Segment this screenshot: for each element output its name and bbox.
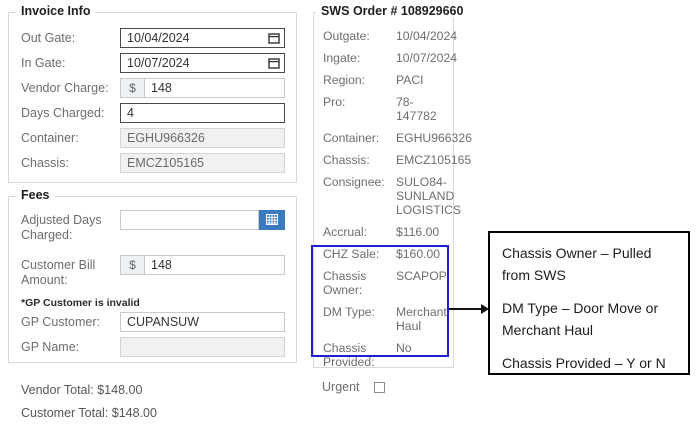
sws-value: 78-147782 bbox=[396, 95, 437, 123]
days-charged-row: Days Charged: bbox=[21, 103, 285, 123]
sws-label: Accrual: bbox=[323, 225, 368, 239]
adjusted-days-label: Adjusted Days Charged: bbox=[21, 213, 102, 242]
sws-label: Chassis Owner: bbox=[323, 269, 367, 297]
table-grid-icon bbox=[266, 213, 278, 228]
sws-value: PACI bbox=[396, 73, 424, 87]
in-gate-input[interactable] bbox=[120, 53, 285, 73]
sws-label: Pro: bbox=[323, 95, 346, 109]
fees-title: Fees bbox=[16, 188, 55, 202]
chassis-label: Chassis: bbox=[21, 156, 69, 170]
sws-row-dm-type: DM Type: Merchant Haul bbox=[323, 305, 447, 333]
sws-value: EGHU966326 bbox=[396, 131, 472, 145]
in-gate-row: In Gate: bbox=[21, 53, 285, 73]
customer-bill-input[interactable] bbox=[144, 255, 285, 275]
sws-label: Container: bbox=[323, 131, 380, 145]
callout-line-dm-type: DM Type – Door Move or Merchant Haul bbox=[502, 300, 659, 338]
gp-customer-invalid-warning: *GP Customer is invalid bbox=[21, 297, 140, 309]
sws-label: Chassis Provided: bbox=[323, 341, 375, 369]
in-gate-label: In Gate: bbox=[21, 56, 66, 70]
sws-value: $116.00 bbox=[396, 225, 440, 239]
sws-label: Region: bbox=[323, 73, 366, 87]
vendor-charge-input[interactable] bbox=[144, 78, 285, 98]
adjusted-days-row: Adjusted Days Charged: bbox=[21, 210, 285, 243]
urgent-checkbox[interactable] bbox=[374, 382, 385, 393]
adjusted-days-input[interactable] bbox=[120, 210, 259, 230]
sws-label: CHZ Sale: bbox=[323, 247, 380, 261]
gp-name-row: GP Name: bbox=[21, 337, 285, 357]
sws-row-accrual: Accrual: $116.00 bbox=[323, 225, 447, 239]
sws-row-region: Region: PACI bbox=[323, 73, 447, 87]
annotation-callout: Chassis Owner – Pulled from SWS DM Type … bbox=[488, 231, 690, 375]
customer-bill-row: Customer Bill Amount: $ bbox=[21, 255, 285, 288]
sws-label: Ingate: bbox=[323, 51, 361, 65]
fees-section: Fees Adjusted Days Charged: Customer Bil… bbox=[8, 188, 297, 363]
sws-value: 10/04/2024 bbox=[396, 29, 457, 43]
sws-label: Consignee: bbox=[323, 175, 385, 189]
callout-line-chassis-provided: Chassis Provided – Y or N bbox=[502, 355, 666, 371]
currency-prefix: $ bbox=[120, 78, 144, 98]
container-label: Container: bbox=[21, 131, 79, 145]
sws-row-chassis-owner: Chassis Owner: SCAPOP bbox=[323, 269, 447, 297]
vendor-charge-row: Vendor Charge: $ bbox=[21, 78, 285, 98]
gp-customer-label: GP Customer: bbox=[21, 315, 100, 329]
sws-row-ingate: Ingate: 10/07/2024 bbox=[323, 51, 457, 65]
sws-value: 10/07/2024 bbox=[396, 51, 457, 65]
vendor-total: Vendor Total: $148.00 bbox=[21, 383, 143, 397]
sws-value: EMCZ105165 bbox=[396, 153, 472, 167]
sws-row-container: Container: EGHU966326 bbox=[323, 131, 472, 145]
sws-order-panel: SWS Order # 108929660 Outgate: 10/04/202… bbox=[313, 4, 472, 369]
currency-prefix: $ bbox=[120, 255, 144, 275]
out-gate-row: Out Gate: bbox=[21, 28, 285, 48]
sws-label: DM Type: bbox=[323, 305, 375, 319]
calendar-icon[interactable] bbox=[268, 32, 280, 44]
gp-customer-row: GP Customer: bbox=[21, 312, 285, 332]
customer-total: Customer Total: $148.00 bbox=[21, 406, 157, 420]
vendor-charge-label: Vendor Charge: bbox=[21, 81, 109, 95]
sws-value: SCAPOP bbox=[396, 269, 447, 283]
gp-customer-input[interactable] bbox=[120, 312, 285, 332]
urgent-label: Urgent bbox=[322, 380, 360, 394]
customer-bill-label: Customer Bill Amount: bbox=[21, 258, 96, 287]
sws-row-outgate: Outgate: 10/04/2024 bbox=[323, 29, 457, 43]
sws-label: Outgate: bbox=[323, 29, 370, 43]
callout-line-chassis-owner: Chassis Owner – Pulled from SWS bbox=[502, 245, 652, 283]
container-row: Container: bbox=[21, 128, 285, 148]
sws-row-chassis: Chassis: EMCZ105165 bbox=[323, 153, 471, 167]
gp-name-input bbox=[120, 337, 285, 357]
annotation-arrow-head bbox=[481, 304, 489, 314]
chassis-input bbox=[120, 153, 285, 173]
sws-value: SULO84-SUNLAND LOGISTICS bbox=[396, 175, 462, 217]
invoice-info-title: Invoice Info bbox=[16, 4, 96, 18]
sws-order-title: SWS Order # 108929660 bbox=[316, 4, 469, 18]
sws-label: Chassis: bbox=[323, 153, 370, 167]
sws-value: No bbox=[396, 341, 412, 355]
container-input bbox=[120, 128, 285, 148]
sws-row-pro: Pro: 78-147782 bbox=[323, 95, 447, 123]
sws-row-chz-sale: CHZ Sale: $160.00 bbox=[323, 247, 447, 261]
calendar-icon[interactable] bbox=[268, 57, 280, 69]
sws-value: $160.00 bbox=[396, 247, 441, 261]
sws-value: Merchant Haul bbox=[396, 305, 447, 333]
days-charged-label: Days Charged: bbox=[21, 106, 105, 120]
invoice-info-section: Invoice Info Out Gate: In Gate: bbox=[8, 4, 297, 183]
annotation-arrow-line bbox=[449, 308, 483, 310]
sws-row-consignee: Consignee: SULO84-SUNLAND LOGISTICS bbox=[323, 175, 461, 217]
out-gate-input[interactable] bbox=[120, 28, 285, 48]
chassis-row: Chassis: bbox=[21, 153, 285, 173]
gp-name-label: GP Name: bbox=[21, 340, 80, 354]
sws-row-chassis-provided: Chassis Provided: No bbox=[323, 341, 447, 369]
days-calculator-button[interactable] bbox=[259, 210, 285, 230]
out-gate-label: Out Gate: bbox=[21, 31, 76, 45]
days-charged-input[interactable] bbox=[120, 103, 285, 123]
